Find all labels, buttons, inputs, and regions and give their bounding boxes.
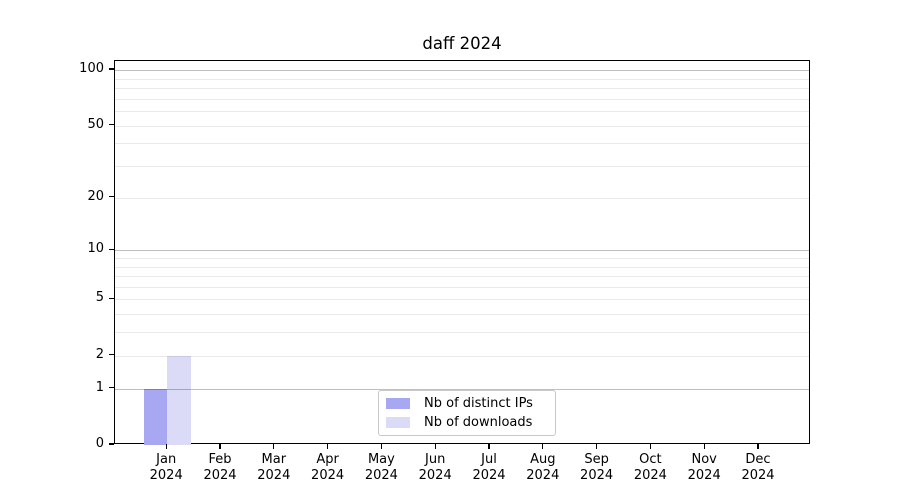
legend-swatch-downloads [386, 416, 410, 428]
minor-gridline-20 [115, 197, 809, 199]
x-tick-month: Jun [425, 452, 446, 467]
legend-label-distinct-ips: Nb of distinct IPs [424, 396, 533, 412]
x-tick-year: 2024 [418, 467, 452, 483]
y-tick-label-20: 20 [87, 188, 104, 204]
x-tick-year: 2024 [580, 467, 614, 483]
x-tick-mark-dec [757, 444, 759, 449]
x-tick-month: May [367, 452, 395, 467]
minor-gridline-50 [115, 125, 809, 127]
y-tick-mark-1 [109, 387, 114, 389]
y-tick-label-5: 5 [95, 290, 104, 306]
minor-gridline-8 [115, 266, 809, 268]
x-tick-year: 2024 [472, 467, 506, 483]
legend-swatch-distinct-ips [386, 398, 410, 410]
y-tick-label-50: 50 [87, 116, 104, 132]
minor-gridline-9 [115, 257, 809, 259]
legend-item-downloads: Nb of downloads [386, 415, 548, 430]
y-tick-label-1: 1 [95, 379, 104, 395]
x-tick-label-apr: Apr 2024 [296, 452, 360, 483]
x-tick-label-jun: Jun 2024 [403, 452, 467, 483]
y-tick-label-0: 0 [95, 436, 104, 451]
minor-gridline-60 [115, 111, 809, 113]
x-tick-mark-aug [542, 444, 544, 449]
minor-gridline-2 [115, 355, 809, 357]
minor-gridline-6 [115, 286, 809, 288]
legend-item-distinct-ips: Nb of distinct IPs [386, 396, 548, 411]
x-tick-mark-nov [703, 444, 705, 449]
x-tick-label-may: May 2024 [349, 452, 413, 483]
legend: Nb of distinct IPs Nb of downloads [378, 390, 556, 436]
minor-gridline-3 [115, 332, 809, 334]
x-tick-mark-apr [326, 444, 329, 449]
major-gridline-10 [115, 250, 809, 252]
x-tick-year: 2024 [741, 467, 775, 483]
x-tick-label-feb: Feb 2024 [188, 452, 252, 483]
x-tick-mark-feb [219, 444, 221, 449]
x-tick-month: Aug [530, 452, 556, 467]
y-tick-mark-50 [109, 123, 114, 126]
y-tick-mark-2 [109, 354, 114, 356]
minor-gridline-70 [115, 98, 809, 100]
x-tick-month: Mar [261, 452, 287, 467]
x-tick-label-nov: Nov 2024 [672, 452, 736, 483]
legend-label-downloads: Nb of downloads [424, 414, 533, 430]
x-tick-year: 2024 [633, 467, 667, 483]
x-tick-month: Jul [481, 452, 497, 467]
y-tick-label-100: 100 [79, 61, 104, 77]
bar-nb-of-distinct-ips-jan [143, 388, 168, 445]
x-tick-month: Apr [316, 452, 339, 467]
x-tick-year: 2024 [311, 467, 345, 483]
x-tick-year: 2024 [149, 467, 183, 483]
y-tick-mark-100 [109, 68, 114, 70]
x-tick-mark-jan [165, 444, 167, 449]
minor-gridline-4 [115, 314, 809, 316]
x-tick-month: Sep [584, 452, 609, 467]
x-tick-month: Feb [208, 452, 232, 467]
x-tick-label-sep: Sep 2024 [565, 452, 629, 483]
x-tick-month: Oct [639, 452, 662, 467]
x-tick-month: Nov [691, 452, 717, 467]
plot-area [114, 60, 810, 445]
x-tick-year: 2024 [203, 467, 237, 483]
x-tick-month: Jan [156, 452, 177, 467]
x-tick-label-oct: Oct 2024 [618, 452, 682, 483]
major-gridline-1 [115, 388, 809, 390]
minor-gridline-5 [115, 299, 809, 301]
bar-nb-of-downloads-jan [167, 355, 191, 445]
x-tick-year: 2024 [687, 467, 721, 483]
y-tick-mark-5 [109, 297, 114, 300]
major-gridline-100 [115, 70, 809, 72]
y-tick-label-2: 2 [95, 346, 104, 362]
y-tick-label-10: 10 [87, 241, 104, 257]
y-tick-mark-20 [109, 196, 114, 198]
minor-gridline-80 [115, 88, 809, 90]
minor-gridline-7 [115, 276, 809, 278]
x-tick-label-jan: Jan 2024 [134, 452, 198, 483]
y-tick-mark-10 [109, 248, 114, 250]
y-tick-mark-0 [109, 443, 114, 445]
x-tick-mark-oct [649, 444, 652, 449]
x-tick-mark-jun [434, 444, 436, 449]
minor-gridline-90 [115, 78, 809, 80]
x-tick-year: 2024 [526, 467, 560, 483]
x-tick-mark-mar [273, 444, 275, 449]
x-tick-label-jul: Jul 2024 [457, 452, 521, 483]
x-tick-mark-jul [488, 444, 490, 449]
chart-title: daff 2024 [422, 34, 502, 53]
x-tick-label-dec: Dec 2024 [726, 452, 790, 483]
x-tick-year: 2024 [257, 467, 291, 483]
x-tick-label-aug: Aug 2024 [511, 452, 575, 483]
x-tick-mark-sep [595, 444, 598, 449]
x-tick-mark-may [380, 444, 383, 449]
minor-gridline-30 [115, 166, 809, 168]
minor-gridline-40 [115, 143, 809, 145]
x-tick-label-mar: Mar 2024 [242, 452, 306, 483]
x-tick-year: 2024 [364, 467, 398, 483]
x-tick-month: Dec [745, 452, 771, 467]
